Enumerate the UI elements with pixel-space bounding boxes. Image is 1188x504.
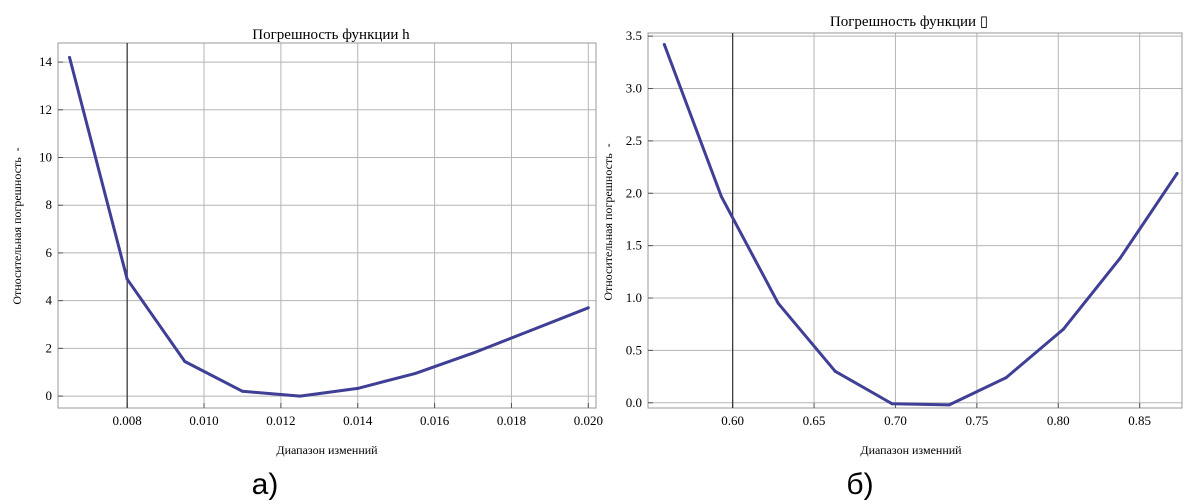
chart-b-ytick-label: 1.0 (626, 290, 642, 305)
chart-a-xtick-label: 0.012 (266, 413, 295, 428)
chart-b-points (662, 43, 1179, 407)
chart-b-data-point (1175, 171, 1179, 175)
chart-a-ytick-label: 4 (46, 293, 53, 308)
chart-a-xtick-label: 0.008 (113, 413, 142, 428)
chart-a-data-point (125, 277, 129, 281)
chart-b-xtick-label: 0.75 (965, 413, 988, 428)
chart-a-data-point (356, 386, 360, 390)
chart-a-data-point (68, 55, 72, 59)
chart-a-ytick-label: 0 (46, 388, 53, 403)
chart-b-ytick-label: 2.5 (626, 133, 642, 148)
chart-a-series-line (68, 56, 589, 398)
chart-b-xtick-label: 0.65 (803, 413, 826, 428)
chart-b-data-point (890, 402, 894, 406)
chart-a-ytick-label: 14 (39, 54, 53, 69)
chart-b-frame (647, 32, 1183, 409)
chart-a-grid (58, 43, 596, 408)
chart-b-grid (648, 33, 1182, 408)
chart-a: Погрешность функции h 0.008 0.010 0.012 0.0… (10, 27, 603, 501)
chart-a-data-point (586, 306, 590, 310)
chart-b-ytick-label: 0.0 (626, 395, 642, 410)
chart-b-data-point (833, 369, 837, 373)
chart-b-ticks: 0.60 0.65 0.70 0.75 0.80 0.85 0.0 0.5 1.0 1.5 2.0 2… (626, 28, 1151, 428)
chart-a-xtick-label: 0.016 (420, 413, 450, 428)
chart-b-xlabel: Диапазон изменний (860, 443, 962, 457)
chart-b-title: Погрешность функции ▯ (830, 14, 988, 30)
chart-a-ytick-label: 6 (46, 245, 53, 260)
chart-b-xtick-label: 0.80 (1047, 413, 1070, 428)
chart-a-caption: а) (252, 468, 279, 501)
chart-b: Погрешность функции ▯ 0.60 0.65 0.70 0.75 0.… (601, 14, 1183, 501)
chart-a-ytick-label: 8 (46, 197, 53, 212)
chart-a-data-point (413, 371, 417, 375)
chart-b-series-line (662, 43, 1179, 407)
chart-a-ylabel: Относительная погрешность - (10, 147, 24, 304)
chart-b-xtick-label: 0.70 (884, 413, 907, 428)
chart-a-data-point (298, 394, 302, 398)
chart-b-data-point (1061, 327, 1065, 331)
chart-a-data-point (183, 359, 187, 363)
chart-a-frame (57, 42, 597, 409)
chart-b-xtick-label: 0.85 (1128, 413, 1151, 428)
chart-b-ytick-label: 3.0 (626, 81, 642, 96)
chart-b-ytick-label: 1.5 (626, 238, 642, 253)
chart-b-ytick-label: 0.5 (626, 342, 642, 357)
chart-b-ylabel: Относительная погрешность - (601, 143, 615, 300)
chart-a-data-point (529, 328, 533, 332)
chart-b-ytick-label: 2.0 (626, 185, 642, 200)
chart-a-ytick-label: 2 (46, 340, 53, 355)
chart-a-ticks: 0.008 0.010 0.012 0.014 0.016 0.018 0.020 0 2 4 6 8… (39, 43, 603, 428)
chart-a-xtick-label: 0.020 (574, 413, 603, 428)
chart-a-ytick-label: 10 (39, 150, 52, 165)
chart-b-data-point (1004, 376, 1008, 380)
chart-a-title: Погрешность функции h (252, 27, 410, 43)
chart-b-xtick-label: 0.60 (721, 413, 744, 428)
chart-a-xtick-label: 0.014 (343, 413, 373, 428)
chart-a-data-point (471, 351, 475, 355)
chart-a-ytick-label: 12 (39, 102, 52, 117)
chart-a-xtick-label: 0.018 (497, 413, 526, 428)
chart-b-data-point (1118, 256, 1122, 260)
chart-a-xlabel: Диапазон изменний (276, 443, 378, 457)
chart-b-data-point (947, 403, 951, 407)
chart-a-points (68, 55, 590, 398)
chart-b-data-point (776, 301, 780, 305)
chart-b-data-point (719, 194, 723, 198)
chart-a-data-point (240, 389, 244, 393)
chart-b-caption: б) (846, 468, 873, 501)
chart-b-data-point (662, 43, 666, 47)
chart-a-xtick-label: 0.010 (189, 413, 218, 428)
chart-b-ytick-label: 3.5 (626, 28, 642, 43)
